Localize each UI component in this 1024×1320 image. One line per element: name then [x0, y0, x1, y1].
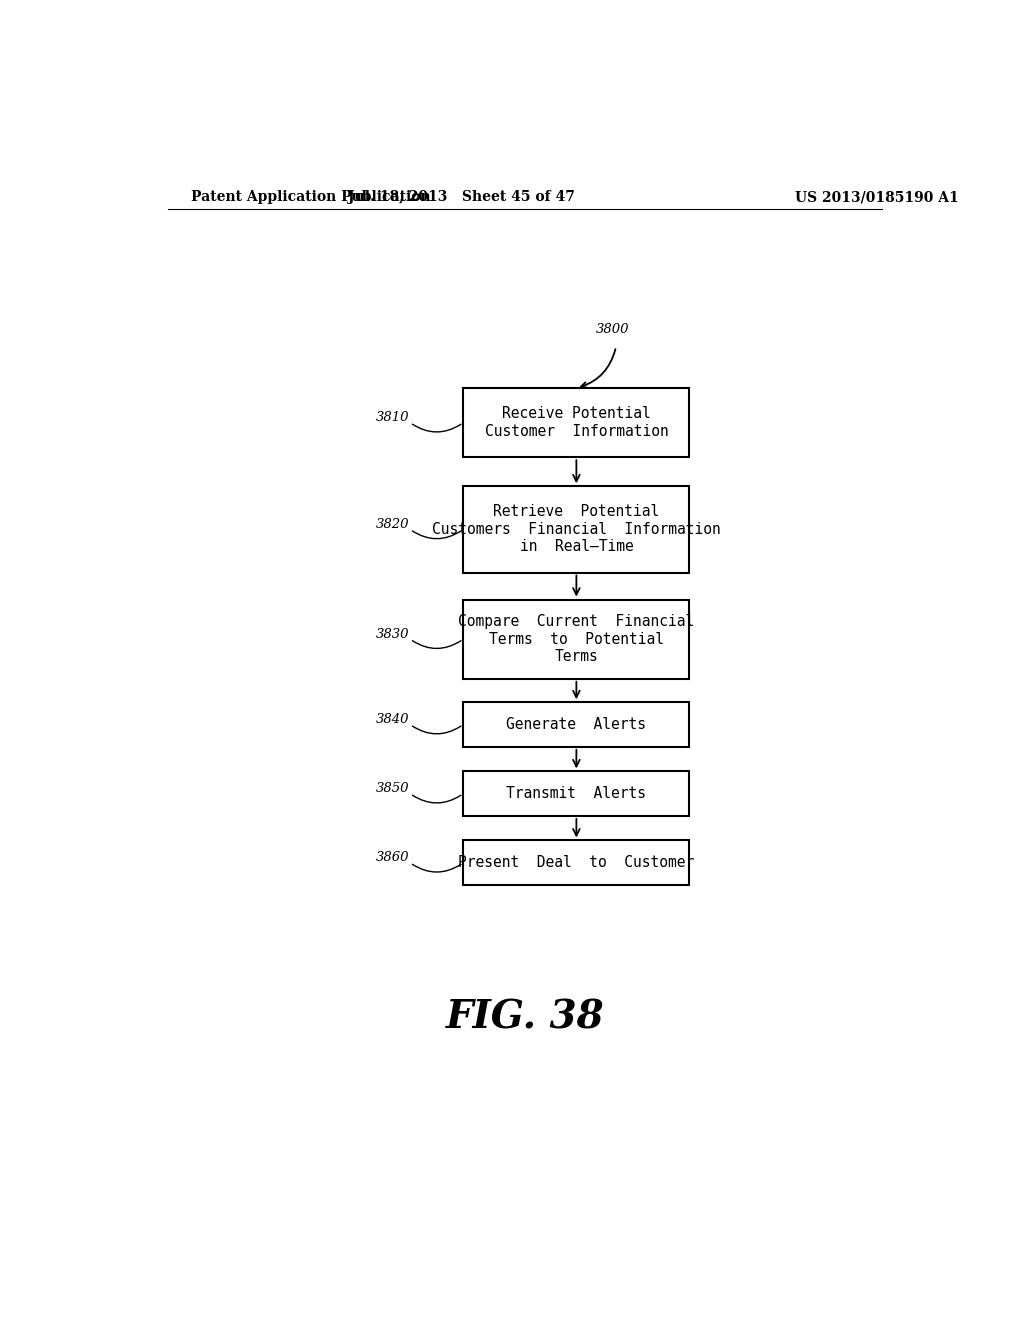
Text: 3850: 3850: [376, 781, 410, 795]
Text: 3800: 3800: [596, 322, 630, 335]
Text: 3840: 3840: [376, 713, 410, 726]
Text: Receive Potential
Customer  Information: Receive Potential Customer Information: [484, 407, 669, 438]
Bar: [463, 771, 689, 816]
Text: Patent Application Publication: Patent Application Publication: [191, 190, 431, 205]
Text: 3860: 3860: [376, 851, 410, 865]
Text: 3810: 3810: [376, 411, 410, 424]
Text: Present  Deal  to  Customer: Present Deal to Customer: [459, 855, 694, 870]
Text: 3830: 3830: [376, 627, 410, 640]
Text: Transmit  Alerts: Transmit Alerts: [507, 787, 646, 801]
Text: 3820: 3820: [376, 517, 410, 531]
Text: US 2013/0185190 A1: US 2013/0185190 A1: [795, 190, 958, 205]
Bar: [463, 841, 689, 886]
Bar: [463, 702, 689, 747]
Bar: [463, 388, 689, 457]
Text: Retrieve  Potential
Customers  Financial  Information
in  Real—Time: Retrieve Potential Customers Financial I…: [432, 504, 721, 554]
Bar: [463, 486, 689, 573]
Bar: [463, 599, 689, 678]
Text: Generate  Alerts: Generate Alerts: [507, 717, 646, 733]
Text: FIG. 38: FIG. 38: [445, 998, 604, 1036]
Text: Compare  Current  Financial
Terms  to  Potential
Terms: Compare Current Financial Terms to Poten…: [459, 614, 694, 664]
Text: Jul. 18, 2013   Sheet 45 of 47: Jul. 18, 2013 Sheet 45 of 47: [348, 190, 574, 205]
